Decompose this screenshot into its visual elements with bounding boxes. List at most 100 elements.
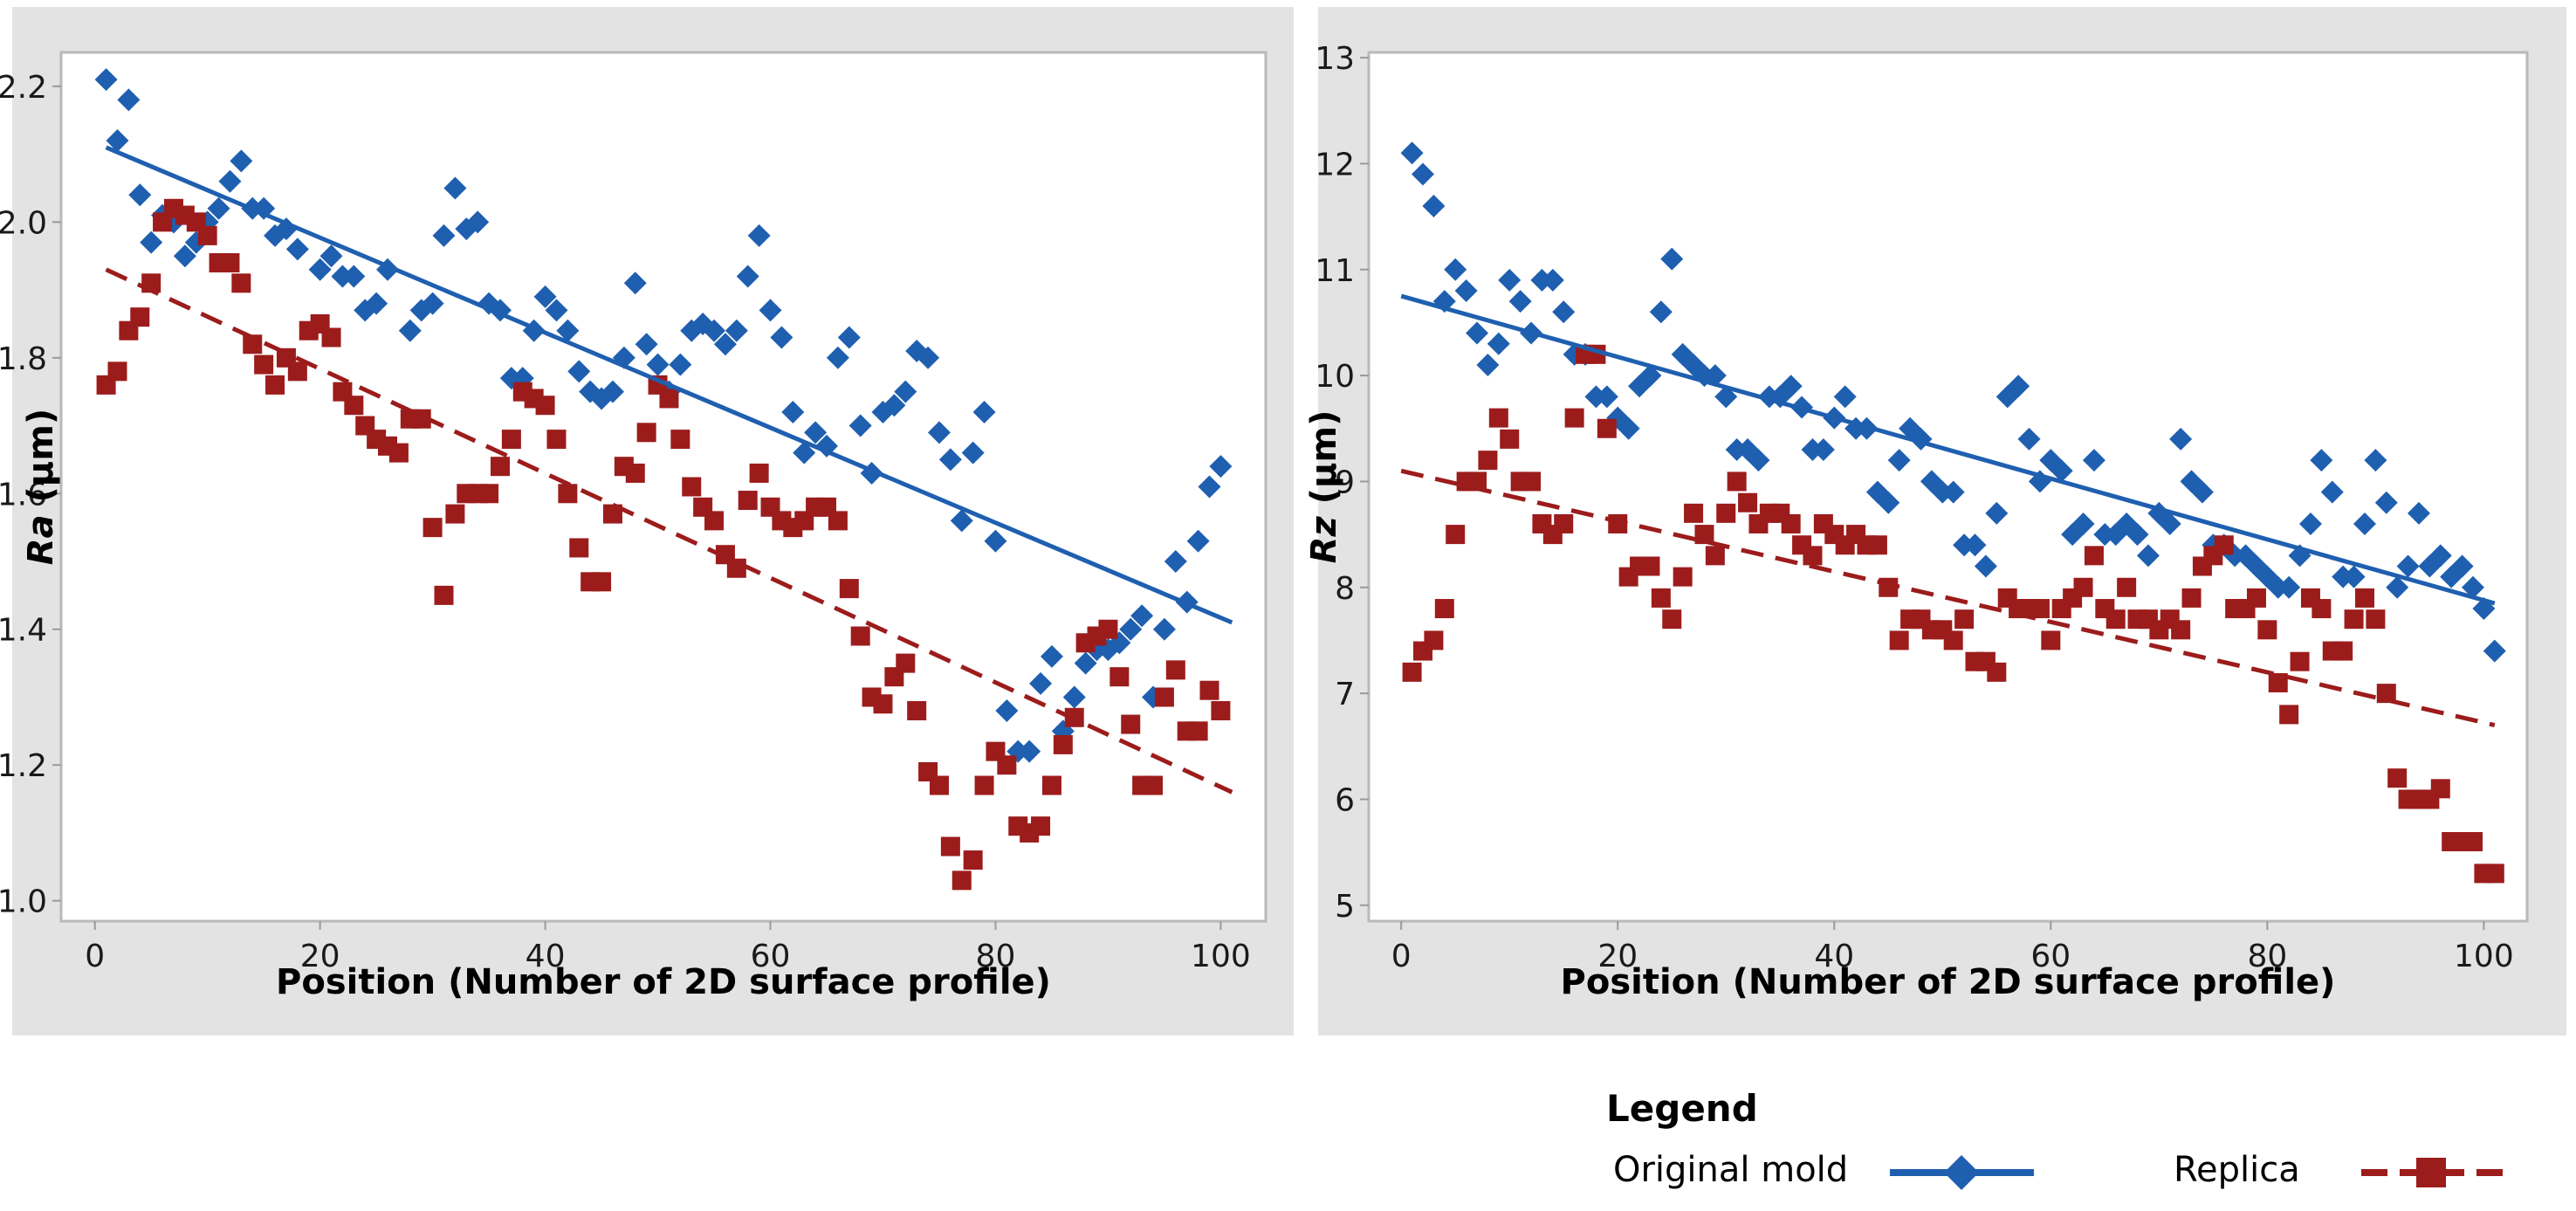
rz-point-original-mold	[2169, 427, 2193, 451]
ra-point-replica	[997, 755, 1017, 775]
ra-point-replica	[592, 572, 612, 592]
legend-swatch-marker-original-mold	[1944, 1155, 1979, 1190]
ra-point-original-mold	[770, 326, 793, 349]
ra-xtick-label: 20	[300, 939, 340, 974]
rz-trendline-replica	[1400, 468, 2496, 727]
rz-point-replica	[2105, 609, 2126, 630]
rz-point-replica	[2333, 641, 2353, 661]
ra-yaxis-label-unit: (µm)	[21, 409, 61, 515]
rz-xtick-label: 20	[1597, 939, 1638, 974]
rz-point-original-mold	[2483, 639, 2506, 663]
rz-point-replica	[1662, 609, 1682, 630]
ra-point-original-mold	[950, 509, 973, 533]
rz-point-original-mold	[2017, 427, 2041, 451]
ra-point-original-mold	[173, 244, 196, 268]
legend-label-original-mold: Original mold	[1613, 1150, 1849, 1190]
rz-point-replica	[1716, 503, 1736, 523]
ra-xtick-label: 80	[976, 939, 1016, 974]
ra-point-original-mold	[319, 244, 343, 268]
rz-point-replica	[2073, 577, 2093, 597]
ra-point-replica	[1144, 775, 1164, 795]
legend-title: Legend	[1606, 1087, 1758, 1130]
ra-point-replica	[546, 430, 567, 450]
rz-point-replica	[2290, 651, 2310, 671]
ra-xtick-label: 40	[526, 939, 566, 974]
rz-point-replica	[2344, 609, 2364, 630]
rz-point-replica	[2484, 864, 2504, 884]
rz-point-original-mold	[2461, 575, 2484, 599]
ra-ytick-label: 1.6	[0, 477, 47, 513]
ra-point-replica	[321, 327, 341, 347]
ra-point-original-mold	[1209, 455, 1233, 478]
rz-point-original-mold	[1508, 290, 1532, 313]
ra-point-original-mold	[567, 360, 591, 383]
rz-point-original-mold	[2396, 554, 2420, 578]
rz-point-original-mold	[1422, 194, 1446, 217]
rz-point-original-mold	[2374, 491, 2398, 514]
ra-point-original-mold	[747, 224, 771, 247]
ra-point-replica	[1031, 816, 1051, 836]
ra-point-replica	[434, 585, 454, 605]
rz-point-replica	[2268, 672, 2288, 692]
rz-point-original-mold	[1779, 375, 1803, 398]
rz-point-original-mold	[1747, 449, 1770, 472]
ra-point-original-mold	[443, 176, 467, 200]
ra-point-original-mold	[669, 353, 692, 376]
rz-point-original-mold	[2007, 375, 2030, 398]
rz-point-original-mold	[2407, 501, 2430, 525]
ra-point-original-mold	[961, 441, 985, 464]
ra-point-original-mold	[623, 272, 647, 295]
ra-point-replica	[850, 626, 870, 646]
ra-point-replica	[839, 579, 859, 599]
rz-point-original-mold	[2071, 512, 2095, 535]
ra-point-replica	[963, 850, 983, 870]
ra-plot-area	[59, 51, 1267, 923]
rz-point-original-mold	[1985, 501, 2009, 525]
ra-ytick-label: 2.0	[0, 205, 47, 241]
ra-point-replica	[1165, 660, 1185, 680]
rz-point-original-mold	[2190, 480, 2214, 504]
ra-point-original-mold	[894, 380, 917, 403]
rz-point-replica	[1640, 556, 1660, 576]
rz-point-original-mold	[2364, 449, 2387, 472]
ra-point-replica	[726, 558, 746, 578]
ra-ytick-label: 1.2	[0, 748, 47, 784]
rz-yaxis-label-unit: (µm)	[1304, 410, 1344, 517]
ra-point-original-mold	[713, 333, 737, 356]
rz-point-original-mold	[2342, 565, 2366, 588]
ra-point-original-mold	[218, 169, 242, 193]
rz-series-replica	[1402, 344, 2504, 884]
ra-point-replica	[130, 307, 150, 327]
rz-point-original-mold	[1649, 300, 1673, 324]
ra-point-original-mold	[759, 299, 782, 322]
rz-ytick-label: 7	[1335, 677, 1355, 712]
rz-point-original-mold	[1617, 416, 1640, 440]
ra-point-replica	[1154, 687, 1174, 707]
rz-point-original-mold	[2320, 480, 2344, 504]
rz-point-replica	[1564, 408, 1584, 428]
ra-point-replica	[254, 354, 274, 375]
ra-point-replica	[231, 273, 251, 293]
rz-point-original-mold	[2136, 544, 2160, 568]
rz-point-replica	[2354, 588, 2374, 608]
ra-point-original-mold	[533, 285, 557, 308]
ra-point-replica	[287, 361, 307, 382]
ra-point-replica	[1109, 667, 1130, 687]
ra-point-replica	[501, 430, 521, 450]
rz-ytick-label: 12	[1315, 147, 1355, 182]
rz-point-original-mold	[2158, 512, 2181, 535]
rz-point-replica	[1402, 662, 1422, 682]
ra-point-original-mold	[1198, 475, 1221, 499]
ra-point-original-mold	[1074, 651, 1097, 675]
ra-point-original-mold	[938, 448, 962, 471]
rz-point-replica	[1554, 513, 1574, 533]
ra-point-replica	[220, 252, 240, 272]
ra-point-original-mold	[781, 400, 805, 423]
rz-point-replica	[1781, 513, 1801, 533]
rz-point-replica	[2117, 577, 2137, 597]
ra-point-replica	[490, 457, 510, 477]
rz-point-original-mold	[1595, 385, 1618, 409]
ra-trendline-replica	[105, 267, 1233, 795]
rz-point-replica	[1684, 503, 1704, 523]
ra-ytick-label: 2.2	[0, 70, 47, 106]
